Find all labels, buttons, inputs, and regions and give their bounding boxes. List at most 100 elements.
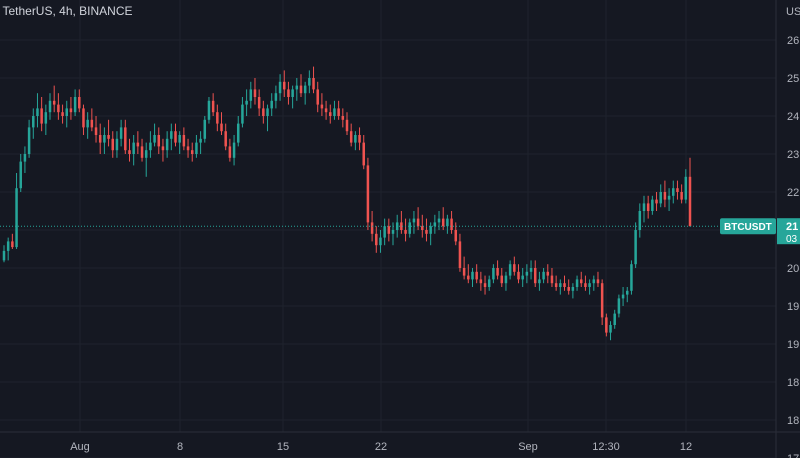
- candle-body: [646, 203, 650, 211]
- candle-body: [630, 264, 633, 291]
- candle-body: [199, 138, 202, 143]
- candle-body: [408, 222, 411, 234]
- candle-body: [211, 100, 215, 113]
- candle-body: [2, 250, 6, 261]
- candle-body: [617, 298, 621, 314]
- candle-body: [107, 135, 110, 139]
- candle-body: [98, 135, 102, 143]
- candle-body: [316, 89, 319, 105]
- candle-body: [362, 142, 365, 166]
- price-axis-label: 25: [787, 73, 799, 85]
- candle-body: [236, 123, 240, 143]
- candle-body: [479, 279, 483, 284]
- candle-body: [358, 135, 361, 143]
- time-axis-label: 8: [177, 441, 183, 453]
- candle-body: [588, 283, 591, 287]
- candle-body: [124, 127, 127, 151]
- candle-body: [458, 241, 462, 268]
- candle-body: [103, 135, 106, 143]
- candle-body: [278, 81, 282, 94]
- candle-body: [642, 203, 646, 211]
- candle-body: [329, 112, 332, 116]
- price-tag-box: [777, 218, 800, 245]
- candle-body: [190, 150, 194, 154]
- candle-body: [475, 271, 478, 280]
- price-axis-currency: US: [786, 6, 800, 18]
- candle-body: [513, 264, 516, 272]
- candle-body: [446, 218, 449, 227]
- candle-body: [283, 81, 286, 90]
- candle-body: [454, 230, 458, 242]
- candle-body: [299, 85, 303, 94]
- candle-body: [375, 233, 378, 246]
- candle-body: [533, 268, 537, 284]
- candle-body: [295, 85, 299, 90]
- candle-body: [345, 119, 349, 132]
- candle-body: [207, 100, 211, 120]
- candle-body: [32, 116, 35, 128]
- candle-body: [487, 279, 491, 287]
- candle-body: [596, 279, 600, 284]
- candle-body: [128, 150, 131, 154]
- candle-body: [521, 275, 524, 280]
- candle-body: [291, 89, 294, 97]
- candle-body: [82, 108, 85, 128]
- candle-body: [688, 176, 692, 227]
- candle-body: [220, 123, 223, 132]
- candle-body: [676, 188, 679, 192]
- candle-body: [48, 100, 52, 113]
- candle-body: [354, 135, 357, 143]
- candle-body: [621, 294, 625, 299]
- candle-body: [496, 268, 499, 276]
- candle-body: [324, 108, 328, 113]
- candle-body: [78, 97, 81, 109]
- candle-body: [391, 230, 395, 234]
- candle-body: [429, 226, 432, 234]
- candle-body: [69, 108, 73, 113]
- candle-body: [626, 290, 629, 295]
- candle-body: [672, 188, 675, 196]
- candle-body: [400, 222, 403, 230]
- candle-body: [575, 279, 579, 287]
- candle-body: [567, 287, 570, 291]
- candle-body: [61, 112, 64, 116]
- candle-body: [11, 241, 14, 248]
- candle-body: [379, 237, 382, 246]
- candle-body: [592, 279, 596, 284]
- candle-body: [274, 93, 278, 101]
- candle-body: [651, 199, 654, 211]
- price-axis-label: 22: [787, 187, 799, 199]
- candle-body: [182, 135, 186, 147]
- candle-body: [249, 89, 253, 101]
- price-axis-label: 19: [787, 301, 799, 313]
- candle-body: [366, 165, 370, 223]
- time-axis-label: 15: [277, 441, 289, 453]
- candle-body: [425, 230, 428, 234]
- candle-body: [170, 131, 173, 139]
- candle-body: [119, 127, 123, 139]
- candle-body: [492, 268, 495, 280]
- price-axis-label: 20: [787, 263, 799, 275]
- candle-body: [6, 241, 10, 251]
- candle-body: [287, 89, 290, 97]
- candle-body: [437, 218, 441, 223]
- candle-body: [605, 317, 608, 333]
- candle-body: [337, 108, 340, 116]
- candle-body: [467, 275, 470, 280]
- candle-body: [144, 150, 148, 158]
- candle-body: [203, 119, 207, 139]
- candle-body: [471, 271, 474, 280]
- candle-body: [266, 108, 269, 116]
- candle-body: [395, 222, 399, 230]
- candle-body: [387, 226, 391, 234]
- candle-body: [546, 271, 550, 276]
- candle-body: [140, 146, 144, 158]
- candle-body: [655, 199, 658, 204]
- price-axis-label: 23: [787, 149, 799, 161]
- candle-body: [115, 138, 119, 151]
- candle-body: [86, 119, 89, 128]
- time-axis-label: 12: [680, 441, 692, 453]
- price-tag-timer: 03: [786, 234, 798, 245]
